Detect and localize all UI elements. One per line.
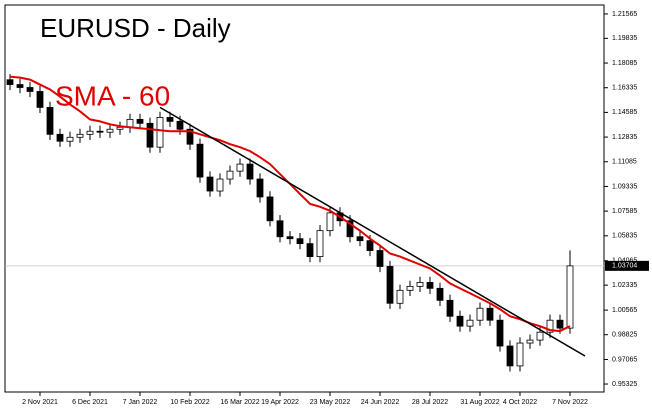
candle-body (46, 106, 54, 135)
y-tick-label: 1.16335 (612, 85, 637, 92)
candle-body (456, 315, 464, 327)
candle-body (306, 243, 314, 258)
candle-body (496, 319, 504, 347)
candle-body (536, 331, 544, 341)
y-tick-label: 1.11085 (612, 159, 637, 166)
candle-body (466, 319, 474, 327)
candle-body (556, 319, 564, 329)
candle-body (276, 220, 284, 238)
x-tick-label: 19 Apr 2022 (261, 399, 299, 406)
x-tick-label: 28 Jul 2022 (412, 399, 448, 406)
y-tick-label: 1.21565 (612, 11, 637, 18)
x-tick-label: 6 Dec 2021 (72, 399, 108, 406)
candle-body (236, 163, 244, 172)
candle-body (366, 240, 374, 251)
x-tick-label: 7 Nov 2022 (552, 399, 588, 406)
last-price-box (605, 260, 649, 271)
candle-body (436, 287, 444, 301)
candle-body (356, 236, 364, 242)
y-tick-label: 1.07585 (612, 208, 637, 215)
candle-body (296, 238, 304, 245)
candle-body (146, 122, 154, 148)
candle-body (376, 250, 384, 267)
candle-body (486, 307, 494, 321)
candle-body (26, 87, 34, 92)
y-tick-label: 0.95325 (612, 381, 637, 388)
candle-body (256, 178, 264, 198)
candle-body (566, 265, 574, 329)
candle-body (116, 126, 124, 130)
y-tick-label: 1.02335 (612, 282, 637, 289)
candle-body (326, 212, 334, 232)
y-tick-label: 1.14585 (612, 109, 637, 116)
candle-body (396, 289, 404, 304)
last-price-label: 1.03704 (612, 263, 637, 270)
candle-body (136, 118, 144, 124)
candle-body (6, 79, 14, 85)
candle-body (166, 117, 174, 122)
x-tick-label: 10 Feb 2022 (170, 399, 209, 406)
candle-body (506, 345, 514, 367)
candle-body (76, 133, 84, 138)
x-tick-label: 7 Jan 2022 (123, 399, 158, 406)
candle-body (426, 282, 434, 289)
y-tick-label: 1.09335 (612, 183, 637, 190)
chart-title: EURUSD - Daily (40, 13, 231, 43)
candle-body (346, 220, 354, 238)
y-tick-label: 0.98825 (612, 332, 637, 339)
x-tick-label: 16 Mar 2022 (220, 399, 259, 406)
candle-body (446, 299, 454, 317)
y-tick-label: 1.19835 (612, 35, 637, 42)
candle-body (526, 339, 534, 344)
y-tick-label: 1.18085 (612, 60, 637, 67)
candle-body (36, 91, 44, 108)
candle-body (16, 84, 24, 88)
candle-body (546, 319, 554, 333)
candle-body (316, 230, 324, 258)
candle-body (266, 196, 274, 222)
candle-body (96, 130, 104, 133)
candle-body (196, 143, 204, 178)
candle-body (516, 342, 524, 367)
x-tick-label: 4 Oct 2022 (503, 399, 537, 406)
candle-body (186, 128, 194, 145)
candle-body (66, 136, 74, 142)
y-tick-label: 1.05835 (612, 233, 637, 240)
y-tick-label: 1.12835 (612, 134, 637, 141)
x-tick-label: 24 Jun 2022 (361, 399, 400, 406)
candle-body (476, 307, 484, 321)
trend-line (159, 106, 586, 357)
candle-body (246, 163, 254, 180)
candle-body (226, 170, 234, 180)
candle-body (156, 117, 164, 148)
x-tick-label: 23 May 2022 (310, 399, 351, 406)
candle-body (206, 176, 214, 192)
candle-body (216, 178, 224, 192)
candle-body (286, 236, 294, 240)
y-tick-label: 1.00565 (612, 307, 637, 314)
x-tick-label: 31 Aug 2022 (460, 399, 499, 406)
candle-body (106, 128, 114, 133)
candle-body (56, 133, 64, 142)
y-tick-label: 0.97065 (612, 356, 637, 363)
x-tick-label: 2 Nov 2021 (22, 399, 58, 406)
candle-body (386, 266, 394, 304)
candle-body (416, 282, 424, 287)
candle-body (86, 130, 94, 135)
candle-body (406, 285, 414, 291)
candle-body (176, 120, 184, 130)
